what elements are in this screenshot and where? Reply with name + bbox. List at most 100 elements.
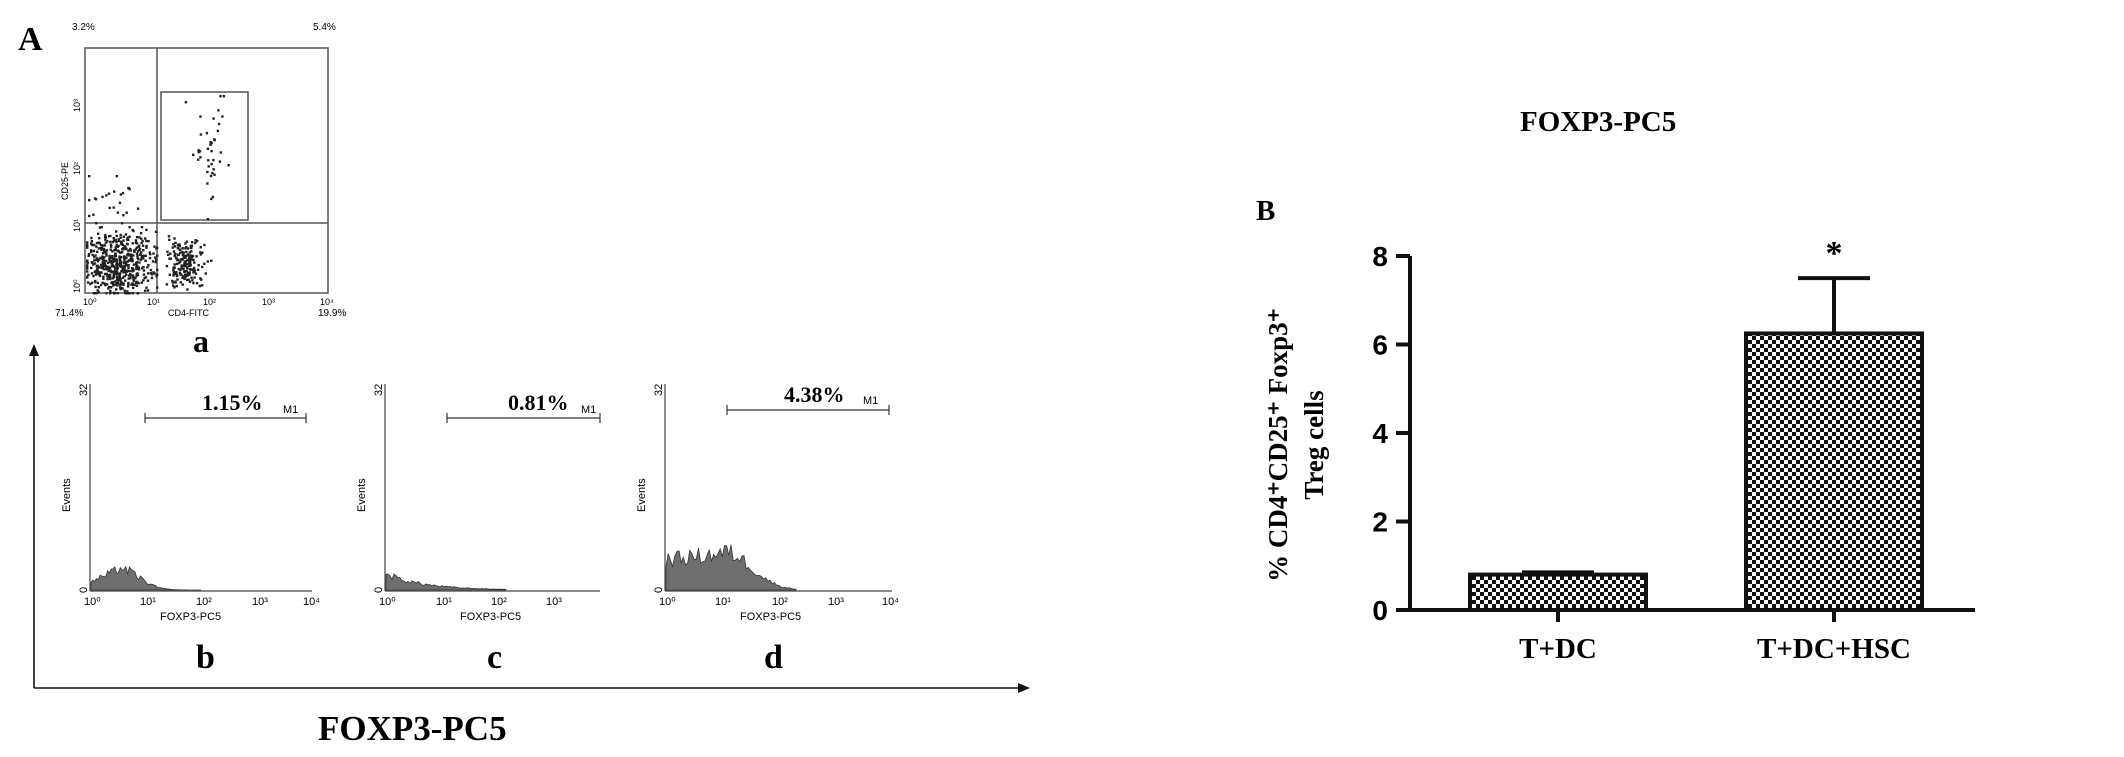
scatter-dot xyxy=(117,239,120,242)
scatter-dot xyxy=(136,267,139,270)
scatter-dot xyxy=(150,276,154,280)
scatter-dot xyxy=(147,240,150,243)
scatter-dot xyxy=(127,253,130,256)
scatter-dot xyxy=(124,261,128,264)
scatter-dot xyxy=(210,141,213,145)
scatter-dot xyxy=(210,149,213,153)
scatter-dot xyxy=(194,241,197,245)
scatter-y-tick: 10⁰ xyxy=(72,279,82,293)
scatter-dot xyxy=(104,283,107,286)
scatter-dot xyxy=(113,269,117,272)
scatter-dot xyxy=(119,193,123,196)
scatter-dot xyxy=(140,237,143,240)
scatter-dot xyxy=(101,244,104,247)
scatter-dot xyxy=(135,236,139,239)
scatter-dot xyxy=(188,254,191,257)
scatter-dot xyxy=(136,207,140,210)
scatter-dot xyxy=(96,268,99,271)
scatter-dot xyxy=(88,175,91,178)
scatter-dot xyxy=(129,254,133,257)
scatter-dot xyxy=(138,247,142,251)
scatter-dot xyxy=(86,267,89,270)
scatter-dot xyxy=(123,257,126,261)
scatter-dot xyxy=(115,275,119,278)
significance-star: * xyxy=(1826,235,1843,272)
scatter-dot xyxy=(96,270,100,273)
hist-c-y-label: Events xyxy=(356,478,368,512)
scatter-dot xyxy=(115,288,118,291)
scatter-dot xyxy=(131,286,135,289)
scatter-dot xyxy=(105,265,108,269)
scatter-dot xyxy=(180,264,183,267)
scatter-dot xyxy=(127,186,130,190)
scatter-dot xyxy=(144,276,148,279)
scatter-dot xyxy=(112,236,115,240)
scatter-dot xyxy=(187,264,191,268)
scatter-dot xyxy=(186,247,190,250)
scatter-dot xyxy=(188,251,191,254)
scatter-dot xyxy=(213,138,216,141)
scatter-dot xyxy=(211,195,215,199)
hist-d-sublabel: d xyxy=(764,639,783,676)
scatter-dot xyxy=(189,259,192,263)
y-tick-label: 0 xyxy=(1372,595,1388,626)
hist-b-y-min: 0 xyxy=(78,587,90,593)
scatter-dot xyxy=(178,271,182,274)
scatter-dot xyxy=(123,265,126,268)
hist-b-percent: 1.15% xyxy=(202,390,263,415)
scatter-dot xyxy=(192,153,195,156)
scatter-dot xyxy=(133,250,136,254)
scatter-dot xyxy=(115,230,118,233)
scatter-dot xyxy=(124,233,128,236)
scatter-dot xyxy=(181,258,184,261)
scatter-dot xyxy=(172,272,176,275)
scatter-dot xyxy=(112,275,116,278)
scatter-dot xyxy=(196,239,199,243)
scatter-dot xyxy=(119,264,123,267)
hist-c-x-tick: 10⁰ xyxy=(379,596,396,608)
scatter-dot xyxy=(175,256,178,259)
scatter-dot xyxy=(138,261,141,264)
scatter-dot xyxy=(109,243,113,246)
scatter-dot xyxy=(88,214,91,218)
scatter-dot xyxy=(154,260,157,264)
scatter-dot xyxy=(106,261,110,264)
scatter-dot xyxy=(108,275,112,278)
scatter-dot xyxy=(144,237,147,240)
scatter-dot xyxy=(203,243,206,247)
scatter-dot xyxy=(198,150,202,153)
scatter-dot xyxy=(127,281,130,285)
scatter-dot xyxy=(90,272,94,275)
scatter-dot xyxy=(130,274,133,277)
scatter-dot xyxy=(137,250,140,253)
scatter-dot xyxy=(192,269,196,272)
scatter-dot xyxy=(138,236,141,239)
scatter-dot xyxy=(102,259,105,262)
scatter-dot xyxy=(217,109,220,112)
scatter-dot xyxy=(135,261,139,264)
scatter-dot xyxy=(93,280,97,284)
scatter-dot xyxy=(188,268,192,271)
scatter-dot xyxy=(156,286,159,289)
scatter-dot xyxy=(119,251,122,254)
scatter-dot xyxy=(117,281,120,284)
scatter-dot xyxy=(111,240,115,244)
scatter-dot xyxy=(172,284,175,287)
scatter-dot xyxy=(120,222,124,225)
gate-box xyxy=(160,91,249,221)
scatter-dot xyxy=(210,259,213,262)
scatter-dot xyxy=(136,292,139,295)
scatter-dot xyxy=(142,269,146,272)
scatter-dot xyxy=(154,230,158,233)
scatter-dot xyxy=(174,281,177,284)
scatter-dot xyxy=(209,174,213,178)
scatter-dot xyxy=(139,232,143,235)
scatter-dot xyxy=(173,286,176,289)
scatter-dot xyxy=(136,273,139,277)
scatter-dot xyxy=(219,151,222,154)
scatter-dot xyxy=(107,235,111,238)
scatter-dot xyxy=(123,266,126,270)
scatter-dot xyxy=(212,158,215,162)
scatter-dot xyxy=(153,272,156,275)
scatter-dot xyxy=(117,238,120,241)
